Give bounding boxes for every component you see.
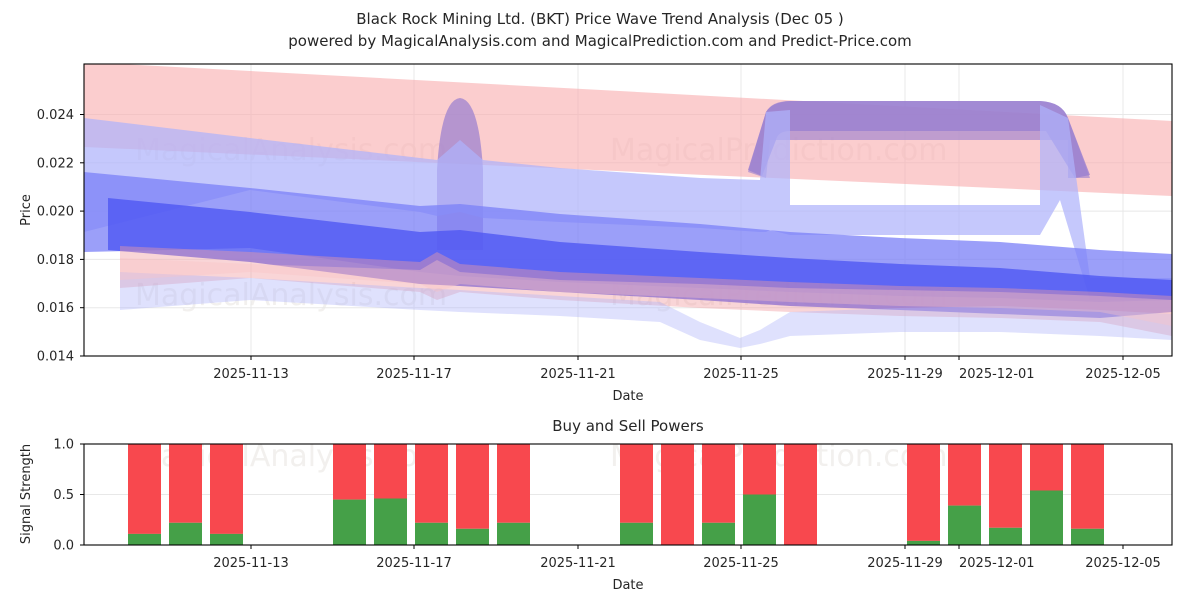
bars-ytick-1: 0.5 — [53, 488, 74, 503]
bar-buy — [907, 540, 940, 545]
bar-sell — [907, 444, 940, 541]
bar-buy — [948, 505, 981, 545]
bar-buy — [1030, 490, 1063, 545]
bars-xtick-0: 2025-11-13 — [213, 556, 289, 571]
bar-sell — [702, 444, 735, 523]
bar-series — [128, 444, 1104, 545]
bar-sell — [1071, 444, 1104, 529]
bar-buy — [620, 522, 653, 545]
bars-yaxis-label: Signal Strength — [19, 444, 34, 544]
price-ytick-labels: 0.014 0.016 0.018 0.020 0.022 0.024 — [37, 108, 74, 365]
price-xtick-labels: 2025-11-13 2025-11-17 2025-11-21 2025-11… — [213, 367, 1161, 382]
price-xaxis-label: Date — [612, 389, 643, 404]
bar-sell — [948, 444, 981, 506]
bar-sell — [661, 444, 694, 545]
buy-sell-panel: Buy and Sell Powers MagicalAnalysis.com … — [19, 417, 1173, 593]
price-yaxis-label: Price — [19, 194, 34, 226]
bars-ytick-2: 1.0 — [53, 438, 74, 453]
bar-buy — [702, 522, 735, 545]
band-upper-resistance-red — [84, 64, 1172, 196]
bar-buy — [415, 522, 448, 545]
bar-sell — [169, 444, 202, 523]
bars-xtick-labels: 2025-11-13 2025-11-17 2025-11-21 2025-11… — [213, 556, 1161, 571]
bars-ytick-0: 0.0 — [53, 539, 74, 554]
bars-ytick-labels: 0.0 0.5 1.0 — [53, 438, 74, 554]
bars-xtick-3: 2025-11-25 — [703, 556, 779, 571]
bars-xtick-2: 2025-11-21 — [540, 556, 616, 571]
bars-xtick-5: 2025-12-01 — [959, 556, 1035, 571]
price-xtick-1: 2025-11-17 — [376, 367, 452, 382]
bar-sell — [374, 444, 407, 499]
band-upper-wave-blue-light — [84, 105, 1172, 300]
bar-buy — [333, 499, 366, 545]
bar-buy — [169, 522, 202, 545]
bar-buy — [497, 522, 530, 545]
bars-xaxis-label: Date — [612, 578, 643, 593]
price-wave-bands — [84, 64, 1172, 348]
price-xtick-3: 2025-11-25 — [703, 367, 779, 382]
bar-sell — [456, 444, 489, 529]
bars-xtick-1: 2025-11-17 — [376, 556, 452, 571]
bar-buy — [456, 528, 489, 545]
price-ytick-1: 0.016 — [37, 301, 74, 316]
price-xtick-6: 2025-12-05 — [1085, 367, 1161, 382]
bar-buy — [128, 533, 161, 545]
bar-sell — [1030, 444, 1063, 491]
price-xtick-0: 2025-11-13 — [213, 367, 289, 382]
bar-sell — [497, 444, 530, 523]
bar-sell — [415, 444, 448, 523]
buy-sell-panel-title: Buy and Sell Powers — [552, 417, 704, 435]
price-panel: MagicalAnalysis.com MagicalPrediction.co… — [19, 63, 1173, 404]
bar-buy — [743, 494, 776, 545]
bar-sell — [333, 444, 366, 500]
price-ticks — [80, 114, 1124, 360]
bars-plot-border — [83, 443, 1173, 546]
bar-sell — [620, 444, 653, 523]
price-ytick-0: 0.014 — [37, 350, 74, 365]
bar-buy — [210, 533, 243, 545]
price-ytick-5: 0.024 — [37, 108, 74, 123]
bar-buy — [1071, 528, 1104, 545]
band-lower-haze-pink — [120, 258, 1172, 326]
bars-ticks — [80, 443, 1124, 549]
price-plot-border — [83, 63, 1173, 357]
price-ytick-3: 0.020 — [37, 205, 74, 220]
bar-sell — [210, 444, 243, 534]
price-xtick-2: 2025-11-21 — [540, 367, 616, 382]
bars-xtick-4: 2025-11-29 — [867, 556, 943, 571]
bar-sell — [743, 444, 776, 495]
bar-sell — [989, 444, 1022, 528]
price-xtick-5: 2025-12-01 — [959, 367, 1035, 382]
bar-sell — [784, 444, 817, 545]
band-lower-support-red — [120, 246, 1172, 336]
band-lower-wave-blue-halo — [120, 272, 1172, 348]
bar-sell — [128, 444, 161, 534]
price-xtick-4: 2025-11-29 — [867, 367, 943, 382]
price-ytick-2: 0.018 — [37, 253, 74, 268]
band-plateau-purple-fill — [748, 101, 1090, 178]
band-core-wave-blue-dark — [108, 198, 1172, 318]
bar-buy — [989, 527, 1022, 545]
bars-xtick-6: 2025-12-05 — [1085, 556, 1161, 571]
bar-buy — [374, 498, 407, 545]
watermark-left-lower: MagicalAnalysis.com — [135, 278, 447, 313]
price-ytick-4: 0.022 — [37, 156, 74, 171]
